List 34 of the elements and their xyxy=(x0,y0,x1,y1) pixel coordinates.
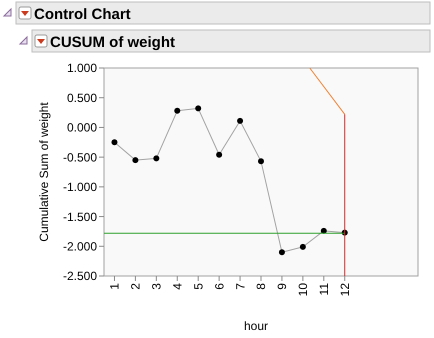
point xyxy=(174,108,180,114)
x-tick-label: 5 xyxy=(191,282,206,290)
point xyxy=(278,249,285,256)
chart-title: Control Chart xyxy=(34,6,131,23)
y-tick-label: 1.000 xyxy=(66,61,98,76)
x-tick-label: 7 xyxy=(233,282,248,290)
x-tick-label: 9 xyxy=(275,282,290,290)
x-tick-label: 11 xyxy=(317,282,331,296)
x-tick-label: 4 xyxy=(170,282,184,290)
x-tick-label: 3 xyxy=(150,282,164,290)
chart-subtitle: CUSUM of weight xyxy=(50,34,175,51)
point xyxy=(237,118,244,124)
y-tick-label: 0.000 xyxy=(66,120,98,135)
x-tick-label: 6 xyxy=(212,282,226,290)
point xyxy=(258,158,264,164)
y-tick-label: -1.000 xyxy=(62,180,98,194)
y-tick-label: -2.000 xyxy=(62,239,98,254)
y-tick-label: -1.500 xyxy=(62,210,98,224)
point xyxy=(111,139,118,146)
point xyxy=(216,152,222,158)
x-tick-label: 10 xyxy=(296,282,310,296)
point xyxy=(132,157,138,164)
point xyxy=(195,105,202,112)
y-tick-label: -2.500 xyxy=(62,269,98,284)
x-axis-title: hour xyxy=(244,319,268,333)
y-tick-label: 0.500 xyxy=(66,90,98,105)
x-tick-label: 8 xyxy=(254,282,268,290)
point xyxy=(153,155,160,162)
y-tick-label: -0.500 xyxy=(62,150,98,164)
x-tick-label: 2 xyxy=(128,282,143,290)
y-axis-title: Cumulative Sum of weight xyxy=(37,102,51,242)
point xyxy=(300,244,306,250)
x-tick-label: 12 xyxy=(338,282,352,296)
x-tick-label: 1 xyxy=(108,282,122,290)
